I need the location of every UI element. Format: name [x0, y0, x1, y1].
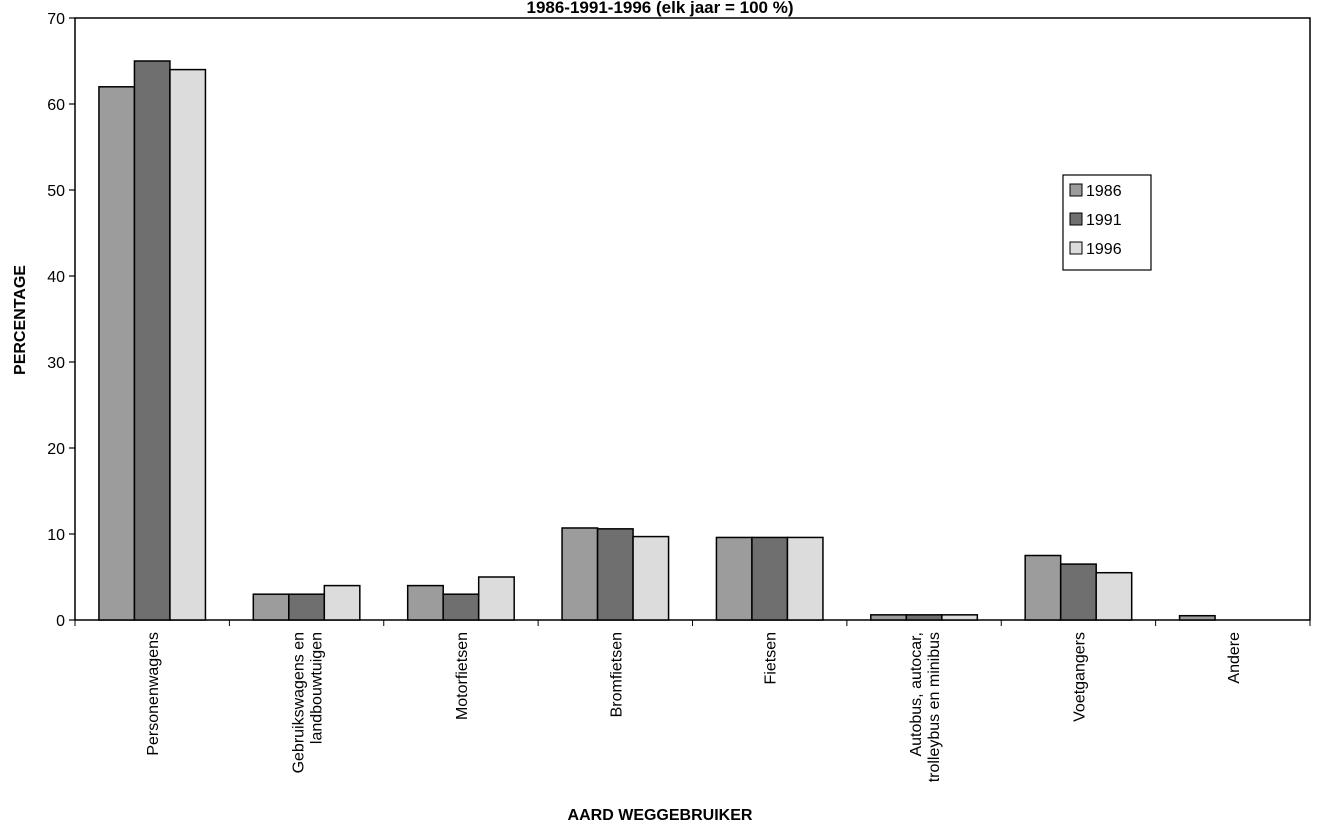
y-tick-label: 30 [47, 355, 65, 372]
bar [252, 593, 290, 621]
bar [169, 68, 207, 621]
bar [596, 528, 634, 621]
bar [406, 584, 444, 621]
bar [477, 576, 515, 621]
bar [561, 527, 599, 621]
bar [715, 536, 753, 621]
legend-label: 1986 [1086, 183, 1122, 200]
x-tick-label: Autobus, autocar,trolleybus en minibus [908, 632, 943, 782]
y-tick-label: 50 [47, 183, 65, 200]
legend-label: 1991 [1086, 212, 1122, 229]
y-tick-label: 10 [47, 527, 65, 544]
bar [1178, 614, 1216, 621]
y-tick-label: 40 [47, 269, 65, 286]
y-tick-label: 0 [56, 613, 65, 630]
x-axis-title: AARD WEGGEBRUIKER [568, 807, 753, 824]
x-tick-label: Andere [1226, 632, 1243, 684]
plot-frame [74, 17, 1311, 621]
y-axis-title: PERCENTAGE [12, 265, 29, 375]
bar [323, 584, 361, 621]
bar [870, 614, 908, 621]
bar [442, 593, 480, 621]
legend-swatch [1069, 241, 1083, 255]
bar [98, 86, 136, 621]
x-tick-label: Gebruikswagens enlandbouwtuigen [291, 632, 326, 773]
bar [905, 614, 943, 621]
x-tick-label: Motorfietsen [454, 632, 471, 720]
bar [751, 536, 789, 621]
x-tick-label: Bromfietsen [608, 632, 625, 717]
legend-swatch [1069, 183, 1083, 197]
legend-swatch [1069, 212, 1083, 226]
bar [288, 593, 326, 621]
y-tick-label: 60 [47, 97, 65, 114]
bar [786, 536, 824, 621]
chart-title: 1986-1991-1996 (elk jaar = 100 %) [526, 0, 793, 17]
bar [632, 535, 670, 621]
y-tick-label: 20 [47, 441, 65, 458]
bar [1059, 563, 1097, 621]
bar [1095, 571, 1133, 621]
x-tick-label: Voetgangers [1071, 632, 1088, 722]
y-tick-label: 70 [47, 11, 65, 28]
bar [941, 614, 979, 621]
x-tick-label: Fietsen [763, 632, 780, 684]
bar [1024, 554, 1062, 621]
x-tick-label: Personenwagens [145, 632, 162, 756]
bar [133, 60, 171, 621]
legend-label: 1996 [1086, 241, 1122, 258]
